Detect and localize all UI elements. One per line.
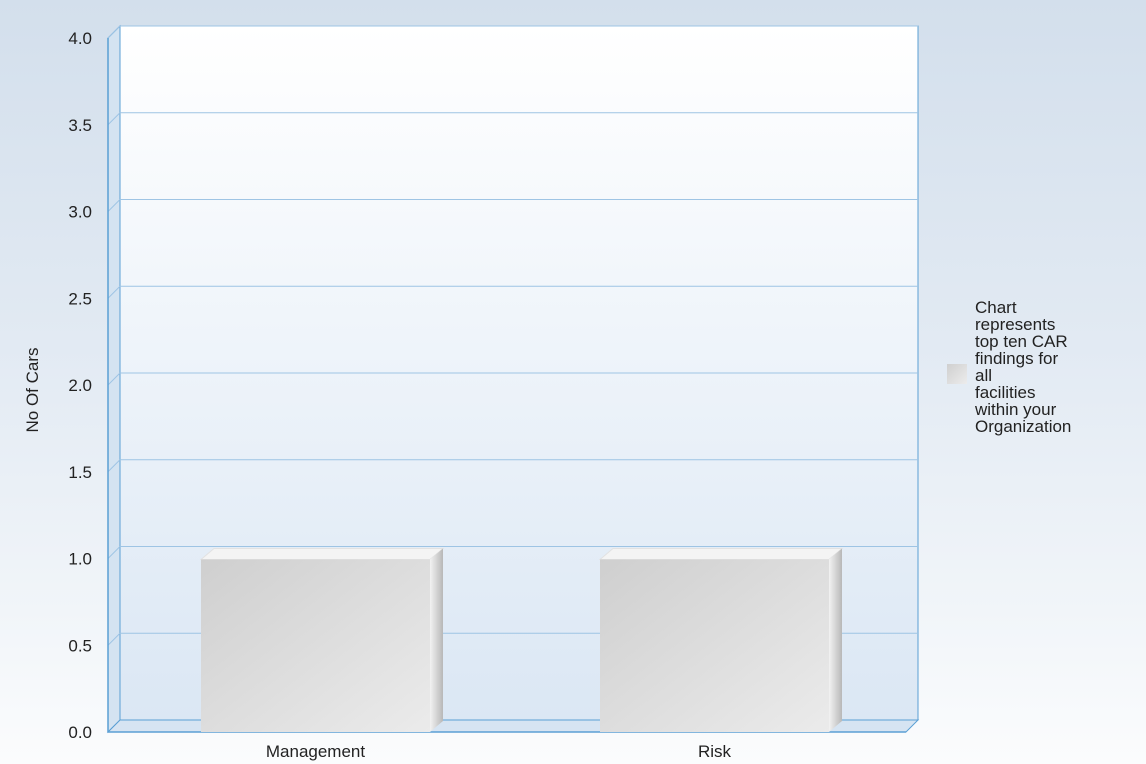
bar-side <box>829 548 842 732</box>
legend: Chart represents top ten CAR findings for al… <box>947 298 1071 436</box>
x-tick-label: Management <box>266 742 366 761</box>
y-axis-ticks: 0.0 0.5 1.0 1.5 2.0 2.5 3.0 3.5 4.0 <box>68 29 92 742</box>
y-tick-label: 2.0 <box>68 376 92 395</box>
legend-swatch <box>947 364 967 384</box>
x-axis-ticks: Management Risk <box>266 742 732 761</box>
gridline-wall <box>107 632 121 646</box>
gridline-wall <box>107 25 121 39</box>
gridline-wall <box>107 459 121 473</box>
gridline-wall <box>107 546 121 559</box>
y-axis-label: No Of Cars <box>23 347 42 432</box>
y-tick-label: 4.0 <box>68 29 92 48</box>
y-tick-label: 3.0 <box>68 203 92 222</box>
y-tick-label: 3.5 <box>68 116 92 135</box>
bar <box>600 559 829 732</box>
x-tick-label: Risk <box>698 742 732 761</box>
y-tick-label: 0.5 <box>68 636 92 655</box>
gridline-wall <box>107 285 121 299</box>
gridline-wall <box>107 112 121 126</box>
legend-label: Chart represents top ten CAR findings for al… <box>974 298 1071 436</box>
gridlines <box>107 25 918 646</box>
bars <box>199 548 844 732</box>
bar <box>201 559 430 732</box>
y-tick-label: 1.0 <box>68 550 92 569</box>
bar-top <box>199 548 445 560</box>
gridline-wall <box>107 199 121 212</box>
y-tick-label: 0.0 <box>68 723 92 742</box>
bar-side <box>430 548 443 732</box>
gridline-wall <box>107 372 121 386</box>
y-tick-label: 1.5 <box>68 463 92 482</box>
y-tick-label: 2.5 <box>68 289 92 308</box>
bar-top <box>598 548 844 560</box>
